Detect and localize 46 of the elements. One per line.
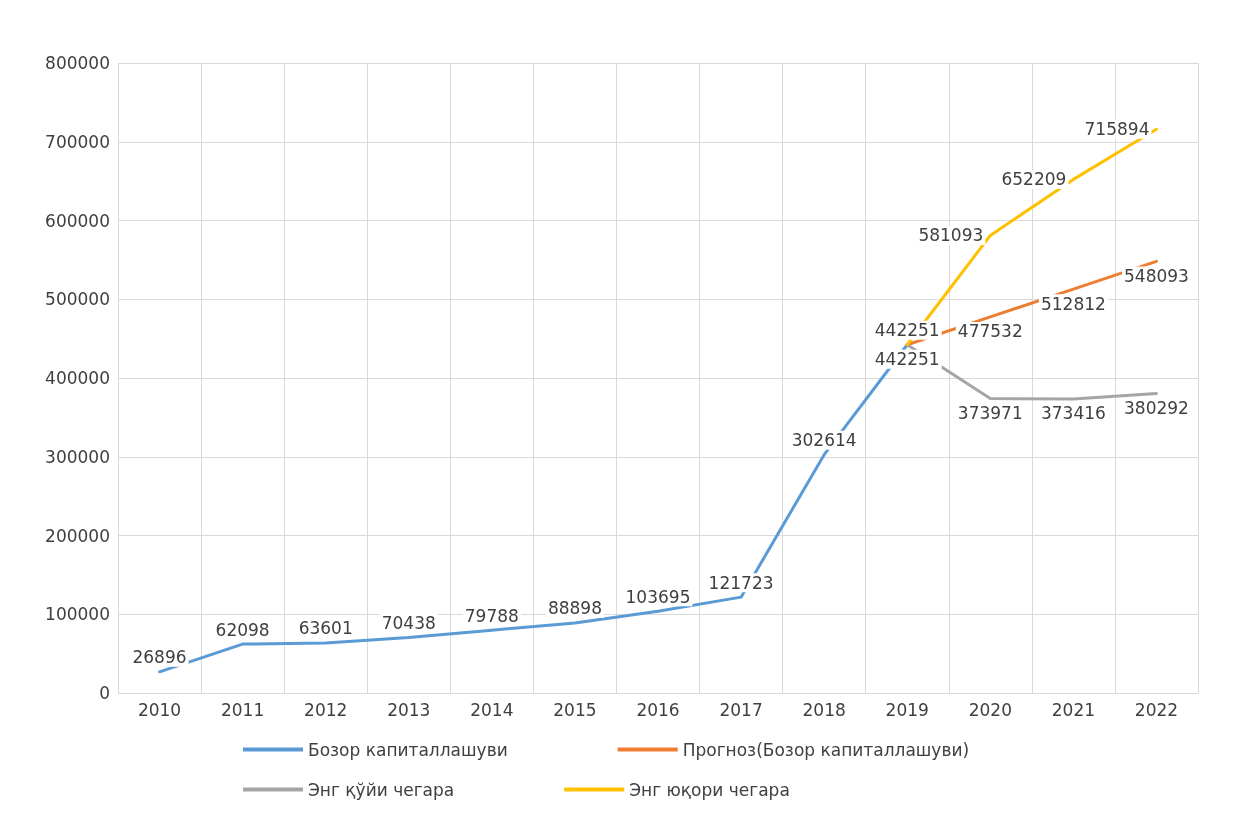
data-label: 442251 [874,320,940,341]
data-label: 88898 [547,598,602,619]
y-tick-label: 800000 [45,53,110,73]
data-label: 79788 [464,605,519,626]
y-tick-label: 100000 [45,604,110,625]
x-tick-label: 2022 [1134,699,1179,720]
legend-label: Энг юқори чегара [629,779,790,800]
data-label: 715894 [1084,119,1150,140]
data-label: 302614 [791,430,857,451]
data-label: 70438 [381,613,436,634]
legend-label: Энг қўйи чегара [308,779,455,800]
data-label: 121723 [708,572,774,593]
x-tick-label: 2019 [885,699,929,720]
data-label: 581093 [918,225,984,246]
y-tick-label: 200000 [45,525,110,546]
y-tick-label: 0 [99,683,110,703]
data-label: 512812 [1040,293,1106,314]
x-tick-label: 2012 [304,699,348,720]
data-label: 652209 [1001,169,1067,190]
y-tick-label: 700000 [45,131,110,152]
x-tick-label: 2013 [387,699,431,720]
legend-label: Прогноз(Бозор капиталлашуви) [682,739,970,760]
data-label: 103695 [625,586,691,607]
data-label: 62098 [215,619,270,640]
data-label: 373971 [957,403,1023,423]
x-tick-label: 2020 [968,699,1012,720]
x-tick-label: 2011 [220,699,265,720]
x-tick-label: 2018 [802,699,846,720]
data-label: 26896 [132,647,187,668]
x-tick-label: 2014 [470,699,514,720]
x-tick-label: 2016 [636,699,680,720]
data-label: 373416 [1040,403,1106,424]
data-label: 548093 [1124,265,1189,286]
x-tick-label: 2021 [1051,699,1096,720]
data-label: 380292 [1124,398,1189,419]
data-label: 63601 [298,618,353,639]
x-tick-label: 2017 [719,699,763,720]
data-label: 442251 [874,349,940,370]
y-tick-label: 300000 [45,446,110,467]
legend-label: Бозор капиталлашуви [308,739,508,760]
data-label: 477532 [957,321,1023,342]
x-tick-label: 2010 [137,699,182,720]
y-tick-label: 400000 [45,368,110,388]
y-tick-label: 500000 [45,289,110,310]
y-tick-label: 600000 [45,210,110,231]
x-tick-label: 2015 [553,699,597,720]
